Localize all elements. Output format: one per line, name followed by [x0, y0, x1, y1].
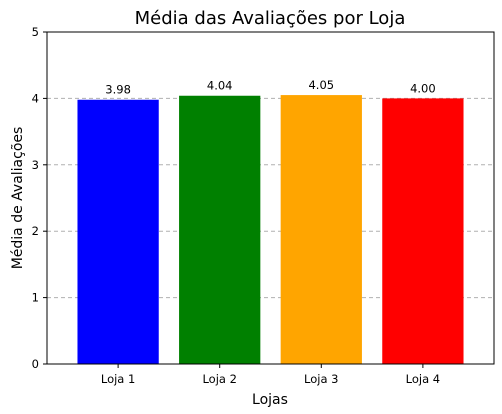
data-label: 3.98: [105, 83, 131, 97]
bar: [77, 99, 159, 364]
y-tick-label: 4: [32, 91, 39, 105]
x-axis-ticks: Loja 1 Loja 2 Loja 3 Loja 4: [101, 364, 440, 386]
y-tick-label: 1: [32, 291, 39, 305]
chart-title: Média das Avaliações por Loja: [135, 8, 406, 29]
data-label: 4.05: [308, 78, 334, 92]
x-tick-label: Loja 3: [304, 372, 338, 386]
x-tick-label: Loja 1: [101, 372, 135, 386]
bar: [382, 98, 464, 365]
bar: [179, 95, 261, 364]
data-label: 4.00: [410, 81, 436, 95]
x-tick-label: Loja 4: [406, 372, 440, 386]
data-label: 4.04: [207, 79, 233, 93]
bar: [280, 95, 362, 364]
plot-frame: [46, 31, 495, 365]
y-tick-label: 5: [32, 25, 39, 39]
y-axis-label: Média de Avaliações: [10, 127, 26, 270]
x-axis-label: Lojas: [252, 392, 288, 408]
x-tick-label: Loja 2: [202, 372, 236, 386]
y-axis-ticks: 0 1 2 3 4 5: [32, 25, 47, 371]
y-tick-label: 3: [32, 158, 39, 172]
y-tick-label: 0: [32, 357, 39, 371]
data-labels: 3.98 4.04 4.05 4.00: [105, 78, 435, 97]
bars: [77, 95, 464, 365]
y-tick-label: 2: [32, 224, 39, 238]
